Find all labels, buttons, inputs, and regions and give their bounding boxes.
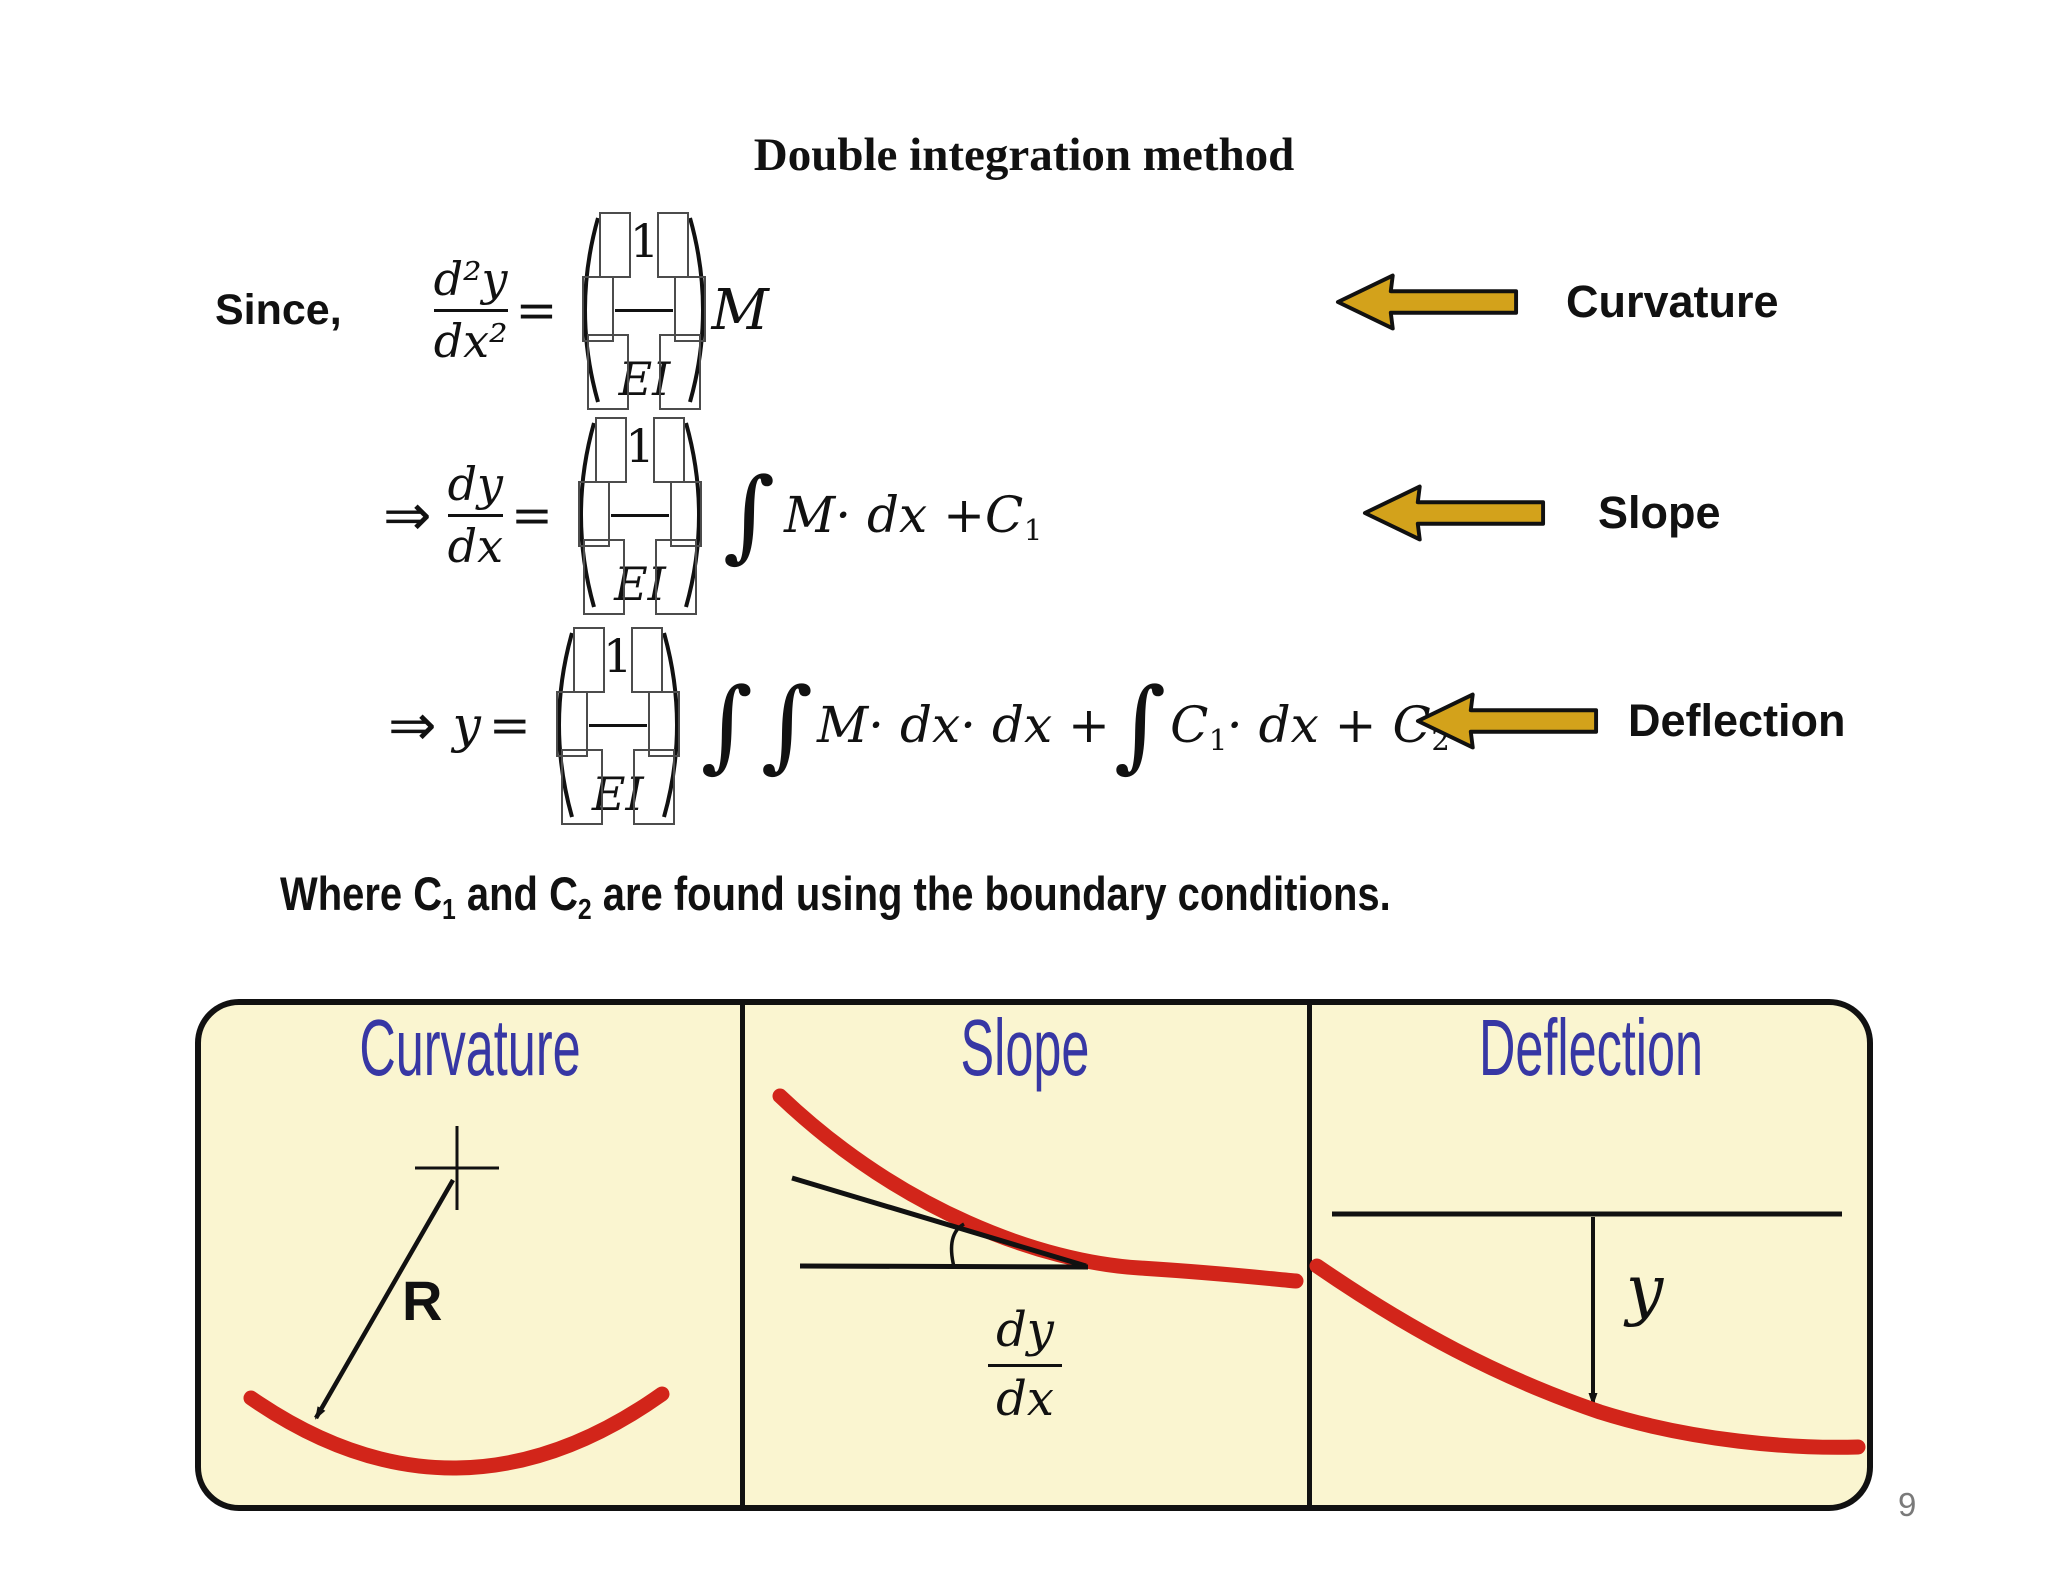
left-paren <box>556 632 574 818</box>
missing-glyph-box <box>594 417 627 483</box>
radius-label: R <box>402 1269 442 1332</box>
left-paren <box>578 422 596 608</box>
fraction-d2y-dx2: d²y dx² <box>433 251 508 368</box>
one-over-ei-group: 1 EI <box>569 212 719 410</box>
radius-arrow <box>314 1178 455 1420</box>
since-label: Since, <box>215 285 342 334</box>
integral-sign: ∫ <box>760 666 813 783</box>
horizontal-reference-line <box>799 1263 1089 1270</box>
curvature-diagram: R <box>243 1126 670 1476</box>
equation-slope: ⇒ dy dx = 1 EI ∫ M· dx +C1 <box>383 415 1042 615</box>
integrand-text: M· dx· dx + <box>816 696 1110 754</box>
curvature-label: Curvature <box>1566 276 1779 327</box>
angle-arc <box>949 1222 965 1268</box>
implies-symbol: ⇒ <box>388 691 437 759</box>
left-block-arrow-icon <box>1362 484 1546 542</box>
implies-symbol: ⇒ <box>383 481 432 549</box>
ei-fraction: 1 EI <box>600 423 680 607</box>
page-number: 9 <box>1898 1486 1917 1523</box>
equation-deflection: ⇒ y = 1 EI ∫ ∫ M· dx· dx + ∫ C1· dx + C2 <box>388 625 1450 825</box>
missing-glyph-box <box>657 212 690 278</box>
missing-glyph-box <box>577 481 610 547</box>
panel-title-curvature: Curvature <box>359 1003 581 1092</box>
missing-glyph-box <box>587 334 630 410</box>
fraction-bar <box>615 308 674 312</box>
missing-glyph-box <box>652 417 685 483</box>
missing-glyph-box <box>632 749 675 825</box>
missing-glyph-box <box>654 539 697 615</box>
panel-title-slope: Slope <box>960 1003 1090 1092</box>
panel-title-deflection: Deflection <box>1478 1003 1704 1092</box>
right-paren <box>688 217 706 403</box>
missing-glyph-box <box>647 691 680 757</box>
deflection-diagram: y <box>1309 1211 1866 1455</box>
missing-glyph-box <box>582 276 615 342</box>
fraction-bar <box>588 723 647 727</box>
left-block-arrow-icon <box>1415 692 1599 750</box>
boundary-conditions-note: Where C1 and C2 are found using the boun… <box>280 867 1391 926</box>
missing-glyph-box <box>555 691 588 757</box>
curved-beam-arc <box>243 1386 670 1476</box>
slide-title: Double integration method <box>753 129 1295 181</box>
missing-glyph-box <box>674 276 707 342</box>
panel-graphics: R y <box>243 1088 1866 1476</box>
fraction-bar <box>610 513 669 517</box>
ei-fraction: 1 EI <box>578 633 658 817</box>
slope-label: Slope <box>1598 487 1721 538</box>
deflection-y-label: y <box>1623 1251 1664 1328</box>
fraction-bar <box>988 1363 1062 1367</box>
equals-sign: = <box>488 696 531 754</box>
constants-text: C1· dx + C2 <box>1170 696 1450 758</box>
right-paren <box>661 632 679 818</box>
one-over-ei-group: 1 EI <box>543 627 693 825</box>
missing-glyph-box <box>669 481 702 547</box>
y-symbol: y <box>452 696 481 754</box>
deflected-curve <box>772 1088 1304 1289</box>
tangent-line <box>791 1175 1087 1269</box>
one-over-ei-group: 1 EI <box>565 417 715 615</box>
integrand-text: M· dx +C1 <box>784 486 1043 548</box>
slope-diagram <box>772 1088 1304 1289</box>
equals-sign: = <box>515 281 558 339</box>
missing-glyph-box <box>582 539 625 615</box>
missing-glyph-box <box>560 749 603 825</box>
missing-glyph-box <box>659 334 702 410</box>
left-paren <box>583 217 601 403</box>
moment-symbol: M <box>711 277 769 343</box>
ei-fraction: 1 EI <box>604 218 684 402</box>
missing-glyph-box <box>630 627 663 693</box>
deflected-curve <box>1309 1258 1866 1455</box>
panel-divider <box>740 1004 745 1506</box>
missing-glyph-box <box>572 627 605 693</box>
center-of-curvature-cross <box>415 1126 499 1210</box>
panel-divider <box>1307 1004 1312 1506</box>
equals-sign: = <box>511 486 553 544</box>
integral-sign: ∫ <box>722 456 776 573</box>
fraction-dy-dx: dy dx <box>447 456 504 573</box>
equation-curvature: Since, d²y dx² = 1 EI M <box>215 210 769 410</box>
integral-sign: ∫ <box>700 666 753 783</box>
deflection-label: Deflection <box>1628 695 1846 746</box>
fraction-bar <box>433 308 508 312</box>
fraction-bar <box>447 513 504 517</box>
integral-sign: ∫ <box>1113 666 1167 783</box>
right-paren <box>684 422 701 608</box>
left-block-arrow-icon <box>1335 273 1519 331</box>
slope-fraction: dy dx <box>955 1302 1095 1428</box>
missing-glyph-box <box>599 212 632 278</box>
